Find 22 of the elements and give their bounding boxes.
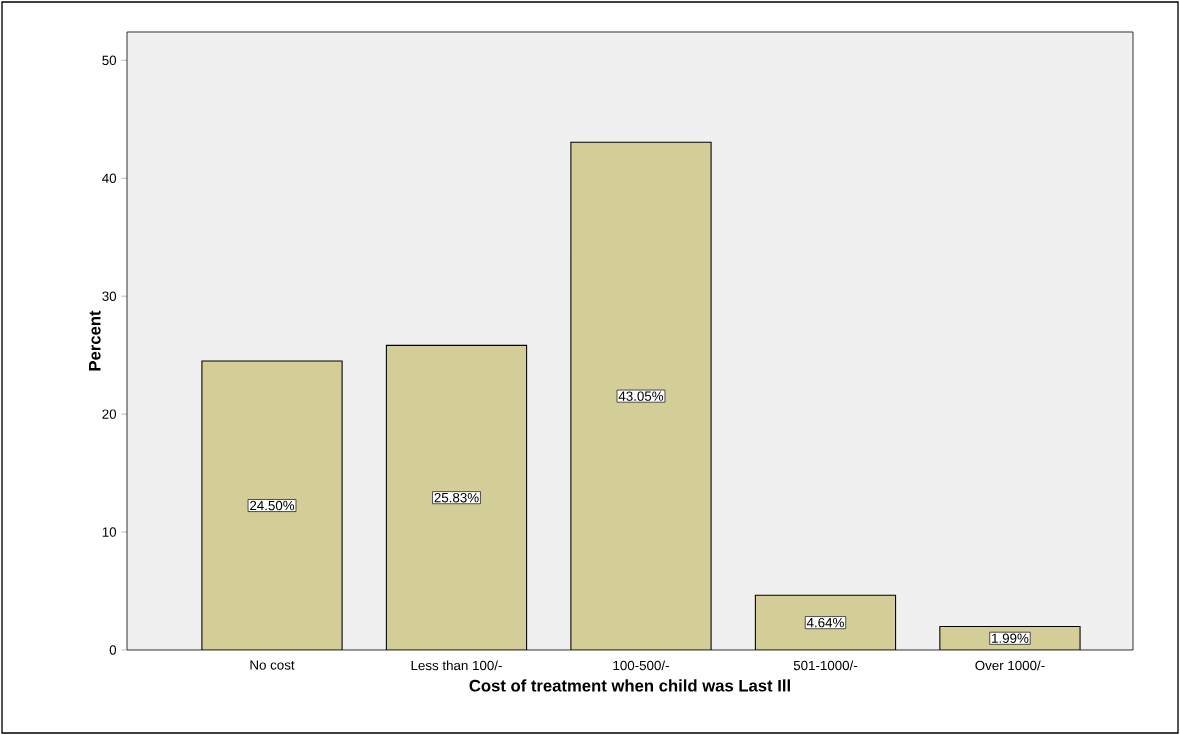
bar <box>570 141 712 650</box>
x-tick-label: Less than 100/- <box>411 660 502 671</box>
data-label: 25.83% <box>434 492 479 503</box>
bar <box>201 360 343 650</box>
y-tick-label: 30 <box>102 291 117 301</box>
y-tick-label: 20 <box>102 409 117 419</box>
x-tick-label: 501-1000/- <box>793 660 858 671</box>
x-tick-label: 100-500/- <box>613 660 669 671</box>
data-label: 24.50% <box>250 500 295 511</box>
x-tick-label: Over 1000/- <box>975 660 1045 671</box>
y-tick-label: 40 <box>102 173 117 183</box>
data-label: 4.64% <box>806 617 844 628</box>
data-label: 1.99% <box>992 633 1029 643</box>
y-tick-label: 0 <box>109 645 117 655</box>
x-axis-title: Cost of treatment when child was Last Ill <box>469 679 790 692</box>
bar <box>386 345 527 650</box>
y-tick-label: 50 <box>102 55 117 66</box>
x-tick-label: No cost <box>250 660 295 670</box>
bar <box>754 594 897 650</box>
y-axis-title: Percent <box>88 310 101 371</box>
data-label: 43.05% <box>618 391 664 401</box>
y-tick-label: 10 <box>102 527 117 537</box>
